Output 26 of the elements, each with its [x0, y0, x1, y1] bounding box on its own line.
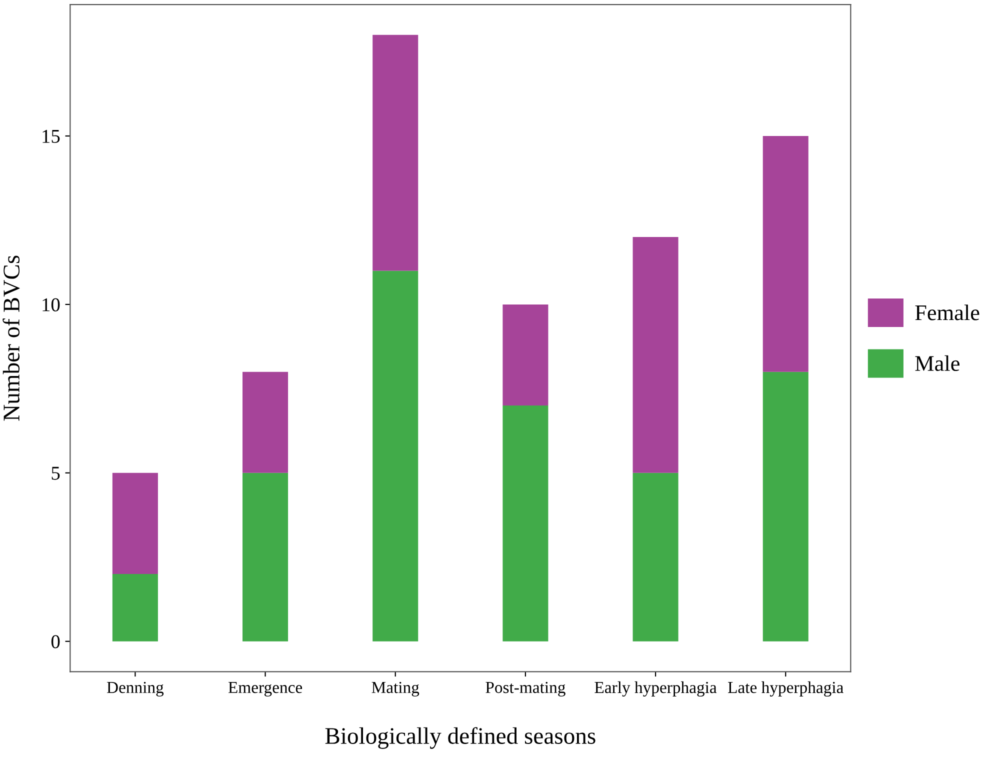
bar: [372, 34, 418, 271]
x-tick-label: Denning: [106, 682, 164, 697]
y-tick-label: 10: [42, 298, 60, 312]
y-tick-label: 15: [42, 130, 60, 143]
legend-label: Female: [915, 304, 980, 320]
bar: [762, 372, 808, 642]
y-tick-label: 0: [51, 635, 60, 648]
bar: [502, 406, 548, 642]
x-tick-label: Late hyperphagia: [728, 681, 844, 697]
bar: [762, 136, 808, 372]
bar: [632, 472, 678, 642]
x-tick-label: Early hyperphagia: [594, 681, 717, 697]
y-axis-title: Number of BVCs: [2, 256, 20, 421]
x-axis-title: Biologically defined seasons: [325, 727, 596, 749]
bar: [112, 574, 158, 642]
y-tick-label: 5: [52, 466, 60, 480]
bar: [242, 372, 288, 473]
x-tick-label: Post-mating: [486, 682, 566, 697]
bar: [372, 270, 418, 642]
bar: [242, 472, 288, 642]
bar: [502, 304, 548, 406]
bar: [632, 237, 678, 473]
legend-label: Male: [915, 355, 960, 372]
bar: [112, 472, 158, 574]
x-tick-label: Emergence: [228, 682, 302, 697]
x-tick-label: Mating: [372, 682, 420, 697]
